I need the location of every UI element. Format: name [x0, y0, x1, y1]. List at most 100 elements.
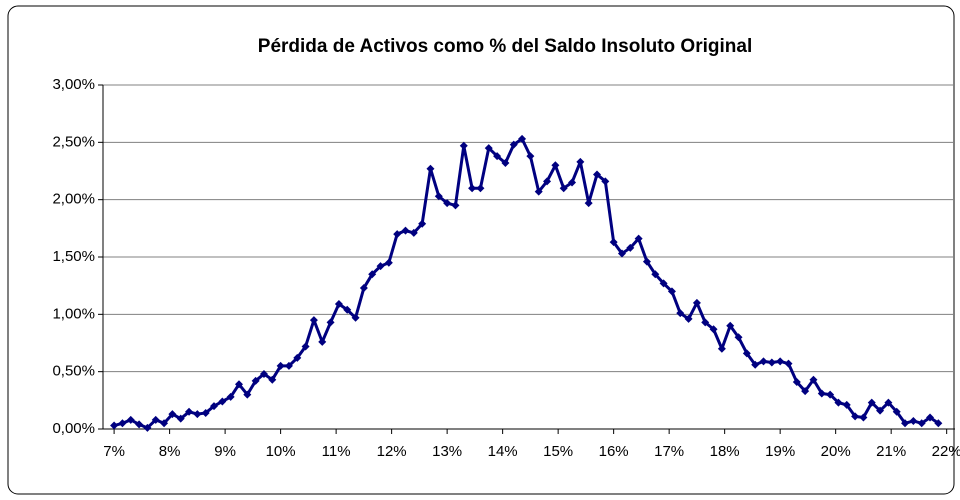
marker: [734, 333, 743, 342]
x-tick-label: 17%: [654, 443, 684, 460]
marker: [817, 389, 826, 398]
marker: [842, 400, 851, 409]
x-tick-label: 7%: [103, 443, 125, 460]
marker: [634, 234, 643, 243]
x-tick-label: 18%: [710, 443, 740, 460]
marker: [559, 184, 568, 193]
marker: [692, 298, 701, 307]
marker: [160, 419, 169, 428]
marker: [551, 161, 560, 170]
marker: [143, 423, 152, 432]
marker: [218, 397, 227, 406]
x-tick-label: 12%: [377, 443, 407, 460]
marker: [501, 158, 510, 167]
marker: [884, 398, 893, 407]
marker: [110, 421, 119, 430]
marker: [243, 390, 252, 399]
marker: [185, 407, 194, 416]
marker: [351, 313, 360, 322]
marker: [334, 300, 343, 309]
marker: [576, 157, 585, 166]
x-tick-label: 11%: [322, 443, 351, 460]
marker: [293, 353, 302, 362]
marker: [368, 270, 377, 279]
marker: [684, 314, 693, 323]
marker: [401, 226, 410, 235]
marker: [251, 376, 260, 385]
marker: [526, 152, 535, 161]
marker: [717, 344, 726, 353]
marker: [859, 413, 868, 422]
x-tick-label: 15%: [543, 443, 573, 460]
marker: [801, 387, 810, 396]
chart-title: Pérdida de Activos como % del Saldo Inso…: [258, 36, 752, 57]
marker: [751, 360, 760, 369]
marker: [659, 279, 668, 288]
marker: [135, 420, 144, 429]
marker: [601, 177, 610, 186]
marker: [451, 201, 460, 210]
marker: [343, 305, 352, 314]
x-tick-label: 14%: [488, 443, 518, 460]
x-tick-label: 13%: [432, 443, 462, 460]
marker: [867, 398, 876, 407]
marker: [193, 410, 202, 419]
marker: [418, 219, 427, 228]
y-tick-label: 0,50%: [52, 363, 95, 380]
x-tick-label: 9%: [214, 443, 236, 460]
x-tick-label: 21%: [876, 443, 906, 460]
marker: [834, 398, 843, 407]
marker: [809, 375, 818, 384]
marker: [326, 318, 335, 327]
x-tick-label: 10%: [266, 443, 296, 460]
marker: [484, 144, 493, 153]
marker: [759, 357, 768, 366]
x-tick-label: 20%: [821, 443, 851, 460]
marker: [876, 406, 885, 415]
y-tick-label: 3,00%: [52, 76, 95, 93]
marker: [792, 377, 801, 386]
x-tick-label: 8%: [159, 443, 181, 460]
marker: [268, 375, 277, 384]
marker: [892, 407, 901, 416]
marker: [776, 357, 785, 366]
marker: [176, 414, 185, 423]
marker: [851, 412, 860, 421]
marker: [609, 238, 618, 247]
marker: [518, 134, 527, 143]
series-line: [113, 137, 940, 430]
marker: [784, 359, 793, 368]
marker: [234, 380, 243, 389]
marker: [742, 349, 751, 358]
marker: [534, 187, 543, 196]
x-tick-label: 16%: [599, 443, 629, 460]
marker: [709, 325, 718, 334]
marker: [443, 199, 452, 208]
marker: [259, 369, 268, 378]
marker: [701, 318, 710, 327]
marker: [468, 184, 477, 193]
marker: [543, 177, 552, 186]
y-tick-label: 0,00%: [52, 420, 95, 437]
marker: [151, 415, 160, 424]
marker: [126, 415, 135, 424]
y-tick-label: 2,50%: [52, 133, 95, 150]
marker: [376, 262, 385, 271]
marker: [509, 140, 518, 149]
marker: [493, 152, 502, 161]
marker: [276, 361, 285, 370]
marker: [201, 408, 210, 417]
y-tick-label: 1,00%: [52, 305, 95, 322]
x-tick-label: 22%: [932, 443, 960, 460]
marker: [476, 184, 485, 193]
marker: [934, 419, 943, 428]
marker: [617, 249, 626, 258]
marker: [917, 419, 926, 428]
marker: [434, 192, 443, 201]
marker: [676, 309, 685, 318]
marker: [651, 270, 660, 279]
marker: [393, 230, 402, 239]
marker: [568, 178, 577, 187]
